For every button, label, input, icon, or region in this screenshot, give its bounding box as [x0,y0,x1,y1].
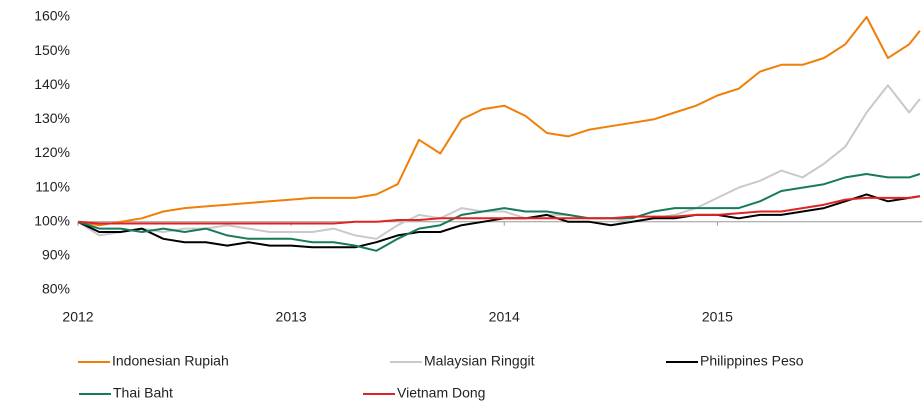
y-tick-label: 150% [34,42,70,58]
y-tick-label: 80% [42,281,70,297]
x-tick-label: 2013 [276,309,307,325]
legend-label: Vietnam Dong [397,385,485,401]
series-line [77,84,921,240]
x-tick-label: 2012 [62,309,93,325]
legend-label: Thai Baht [113,385,173,401]
y-tick-label: 110% [35,178,70,194]
y-tick-label: 120% [34,144,70,160]
y-tick-label: 90% [42,247,70,263]
y-tick-label: 160% [34,8,70,24]
legend-label: Indonesian Rupiah [112,353,229,369]
x-tick-label: 2014 [489,309,520,325]
series-line [77,16,921,227]
series-line [77,173,921,252]
y-tick-label: 140% [34,76,70,92]
series-line [77,195,921,225]
series-line [77,193,921,249]
x-tick-label: 2015 [702,309,733,325]
y-tick-label: 130% [34,110,70,126]
legend-label: Malaysian Ringgit [424,353,535,369]
legend-label: Philippines Peso [700,353,804,369]
y-tick-label: 100% [34,212,70,228]
